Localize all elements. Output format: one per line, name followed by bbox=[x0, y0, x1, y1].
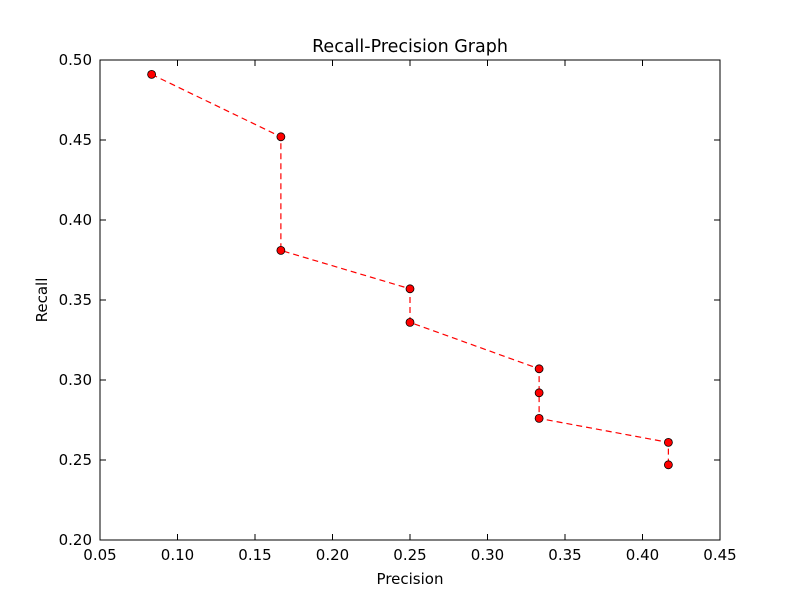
y-tick-label: 0.40 bbox=[59, 211, 92, 229]
x-tick-label: 0.10 bbox=[161, 546, 194, 564]
chart-title: Recall-Precision Graph bbox=[312, 37, 508, 57]
data-point bbox=[663, 437, 673, 447]
y-tick-label: 0.35 bbox=[59, 291, 92, 309]
data-point bbox=[147, 70, 157, 79]
series-layer bbox=[147, 70, 673, 470]
data-point bbox=[405, 284, 415, 294]
y-axis-label: Recall bbox=[33, 278, 51, 323]
data-point bbox=[663, 460, 673, 470]
y-tick-label: 0.30 bbox=[59, 371, 92, 389]
x-tick-label: 0.05 bbox=[83, 546, 116, 564]
y-tick-label: 0.45 bbox=[59, 131, 92, 149]
x-tick-label: 0.15 bbox=[238, 546, 271, 564]
x-tick-label: 0.30 bbox=[471, 546, 504, 564]
x-tick-label: 0.25 bbox=[393, 546, 426, 564]
x-tick-label: 0.40 bbox=[626, 546, 659, 564]
x-axis-ticks: 0.05 0.10 0.15 0.20 0.25 0.30 0.35 0.40 0.45 bbox=[83, 60, 737, 564]
data-point bbox=[534, 388, 544, 398]
data-point bbox=[276, 245, 286, 255]
y-tick-label: 0.25 bbox=[59, 451, 92, 469]
series-line bbox=[151, 73, 669, 465]
x-tick-label: 0.35 bbox=[548, 546, 581, 564]
data-point bbox=[276, 132, 286, 142]
x-axis-label: Precision bbox=[377, 570, 444, 588]
data-point bbox=[534, 413, 544, 423]
y-tick-label: 0.50 bbox=[59, 51, 92, 69]
y-tick-label: 0.20 bbox=[59, 531, 92, 549]
x-tick-label: 0.20 bbox=[316, 546, 349, 564]
x-tick-label: 0.45 bbox=[703, 546, 736, 564]
data-point bbox=[405, 317, 415, 327]
data-point bbox=[534, 364, 544, 374]
y-axis-ticks: 0.20 0.25 0.30 0.35 0.40 0.45 0.50 bbox=[59, 51, 720, 549]
